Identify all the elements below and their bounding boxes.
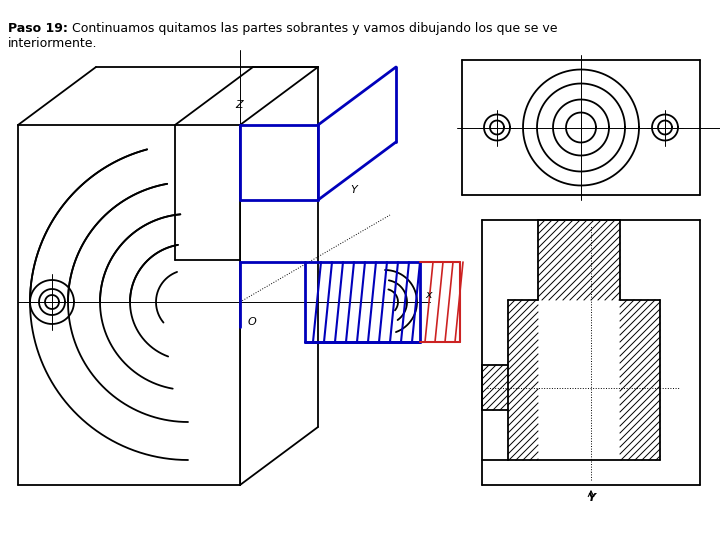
Text: Y: Y [587,493,595,503]
Text: Continuamos quitamos las partes sobrantes y vamos dibujando los que se ve: Continuamos quitamos las partes sobrante… [72,22,557,35]
Text: interiormente.: interiormente. [8,37,97,50]
Text: Y: Y [350,185,356,195]
Text: x: x [425,290,431,300]
Text: O: O [248,317,257,327]
Text: Z: Z [235,100,243,110]
Text: Paso 19:: Paso 19: [8,22,68,35]
